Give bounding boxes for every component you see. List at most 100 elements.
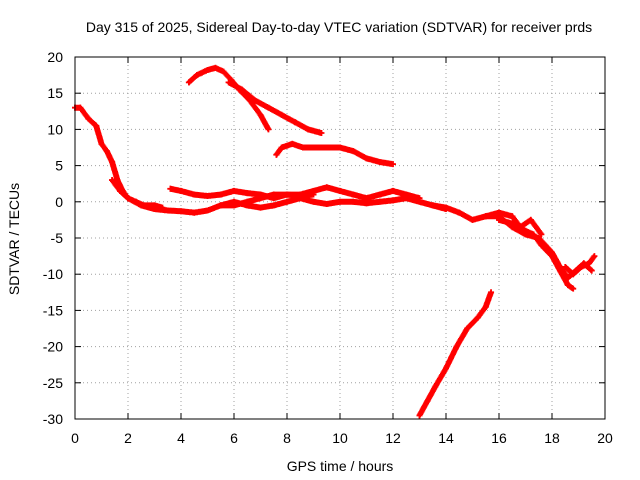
data-point [350, 191, 357, 198]
data-point [220, 68, 227, 75]
data-point [591, 253, 598, 260]
x-tick-label: 18 [544, 430, 560, 446]
data-point [257, 204, 264, 211]
data-point [204, 67, 211, 74]
data-point [270, 195, 277, 202]
data-point [496, 216, 502, 223]
y-tick-label: -25 [43, 375, 63, 391]
data-point [390, 187, 396, 194]
data-point [217, 202, 224, 209]
series-satellite-1 [72, 104, 166, 211]
data-point [469, 216, 476, 223]
data-point [212, 64, 219, 71]
data-point [231, 198, 237, 205]
data-point [517, 224, 524, 231]
data-point [527, 216, 534, 223]
y-tick-label: -30 [43, 411, 63, 427]
data-point [167, 185, 174, 192]
data-point [265, 126, 272, 133]
data-point [496, 209, 502, 216]
x-tick-label: 20 [597, 430, 613, 446]
y-tick-label: -15 [43, 302, 63, 318]
data-point [323, 184, 330, 191]
series-satellite-11 [482, 209, 545, 238]
data-point [586, 260, 593, 267]
data-point [350, 198, 357, 205]
data-point [509, 213, 516, 220]
data-point [217, 191, 224, 198]
data-point [403, 195, 410, 202]
data-point [538, 231, 545, 238]
data-point [93, 122, 100, 129]
data-point [570, 285, 577, 292]
data-point [310, 144, 317, 151]
data-point [363, 155, 370, 162]
data-point [443, 365, 449, 372]
x-tick-label: 8 [283, 430, 291, 446]
chart-title: Day 315 of 2025, Sidereal Day-to-day VTE… [86, 19, 592, 35]
x-tick-label: 12 [385, 430, 401, 446]
data-point [178, 187, 184, 194]
series-satellite-5 [185, 64, 272, 133]
x-tick-label: 10 [332, 430, 348, 446]
data-point [117, 187, 124, 194]
data-point [318, 130, 325, 137]
x-tick-label: 4 [177, 430, 185, 446]
data-point [337, 198, 343, 205]
data-point [564, 282, 571, 289]
data-point [429, 202, 436, 209]
y-tick-label: -10 [43, 266, 63, 282]
data-point [178, 208, 184, 215]
data-point [530, 231, 537, 238]
data-point [323, 144, 330, 151]
data-point [225, 79, 232, 86]
data-point [337, 187, 343, 194]
data-point [509, 220, 516, 227]
data-point [337, 144, 343, 151]
data-point [570, 271, 577, 278]
series-track [72, 104, 165, 211]
data-point [482, 303, 489, 310]
data-point [278, 144, 285, 151]
series-satellite-3 [167, 184, 423, 202]
data-point [77, 104, 84, 111]
data-point [252, 97, 259, 104]
data-point [278, 111, 285, 118]
data-point [299, 144, 306, 151]
data-point [474, 314, 481, 321]
y-tick-label: 5 [55, 158, 63, 174]
data-point [376, 158, 383, 165]
data-point [114, 177, 121, 184]
data-point [482, 213, 489, 220]
data-point [376, 191, 383, 198]
data-point [323, 200, 330, 207]
grid [75, 57, 605, 419]
data-point [204, 193, 211, 200]
data-point [578, 263, 585, 270]
data-point [464, 325, 471, 332]
y-tick-label: -5 [51, 230, 64, 246]
data-point [291, 119, 298, 126]
y-tick-label: -20 [43, 339, 63, 355]
data-point [456, 209, 463, 216]
data-point [125, 195, 131, 202]
data-point [538, 242, 545, 249]
data-point [103, 148, 110, 155]
data-point [556, 267, 563, 274]
data-point [432, 383, 439, 390]
data-point [310, 198, 317, 205]
data-point [416, 412, 423, 419]
data-point [270, 202, 277, 209]
y-tick-label: 15 [47, 85, 63, 101]
data-point [284, 191, 290, 198]
data-point [204, 207, 211, 214]
x-tick-label: 14 [438, 430, 454, 446]
data-point [109, 158, 116, 165]
data-point [390, 161, 396, 168]
data-point [98, 140, 105, 147]
data-point [297, 195, 304, 202]
data-point [244, 190, 251, 197]
series-satellite-6 [225, 79, 325, 137]
data-point [284, 198, 290, 205]
